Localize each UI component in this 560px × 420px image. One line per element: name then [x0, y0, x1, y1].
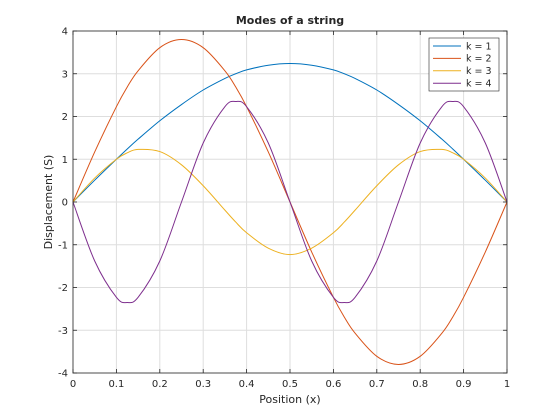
- axis-ticks: 0 0.1 0.2 0.3 0.4 0.5 0.6 0.7 0.8 0.9 1 -4 -3 -2 -1 0 1 2…: [58, 27, 510, 391]
- y-axis-label: Displacement (S): [42, 155, 55, 250]
- chart-title: Modes of a string: [236, 14, 344, 27]
- y-tick-label: 2: [62, 112, 68, 123]
- x-tick-label: 1: [504, 379, 510, 390]
- y-tick-label: 0: [62, 198, 68, 209]
- legend-label-k-1: k = 1: [466, 41, 492, 52]
- y-tick-label: -1: [58, 240, 68, 251]
- x-tick-label: 0.6: [325, 379, 341, 390]
- y-tick-label: -4: [58, 369, 68, 380]
- y-tick-label: -3: [58, 326, 68, 337]
- x-tick-label: 0.9: [456, 379, 472, 390]
- y-tick-label: 4: [62, 27, 68, 38]
- x-tick-label: 0.1: [108, 379, 124, 390]
- legend-box: [428, 37, 500, 92]
- series-line-k-4: [72, 100, 508, 304]
- legend-label-k-3: k = 3: [466, 66, 492, 77]
- legend-label-k-4: k = 4: [466, 79, 492, 90]
- x-tick-label: 0.7: [369, 379, 385, 390]
- x-tick-label: 0.4: [239, 379, 255, 390]
- data-series: [72, 39, 508, 365]
- x-tick-label: 0.3: [195, 379, 211, 390]
- series-line-k-1: [72, 62, 508, 203]
- legend: k = 1 k = 2k = 3 k = 4: [428, 37, 500, 92]
- legend-label-k-2: k = 2: [466, 54, 492, 65]
- y-tick-label: 3: [62, 69, 68, 80]
- x-tick-label: 0: [70, 379, 76, 390]
- x-tick-label: 0.2: [152, 379, 168, 390]
- x-tick-label: 0.8: [412, 379, 428, 390]
- x-axis-label: Position (x): [259, 393, 320, 406]
- x-tick-label: 0.5: [282, 379, 298, 390]
- series-line-k-3: [72, 148, 508, 256]
- y-tick-label: -2: [58, 283, 68, 294]
- y-tick-label: 1: [62, 155, 68, 166]
